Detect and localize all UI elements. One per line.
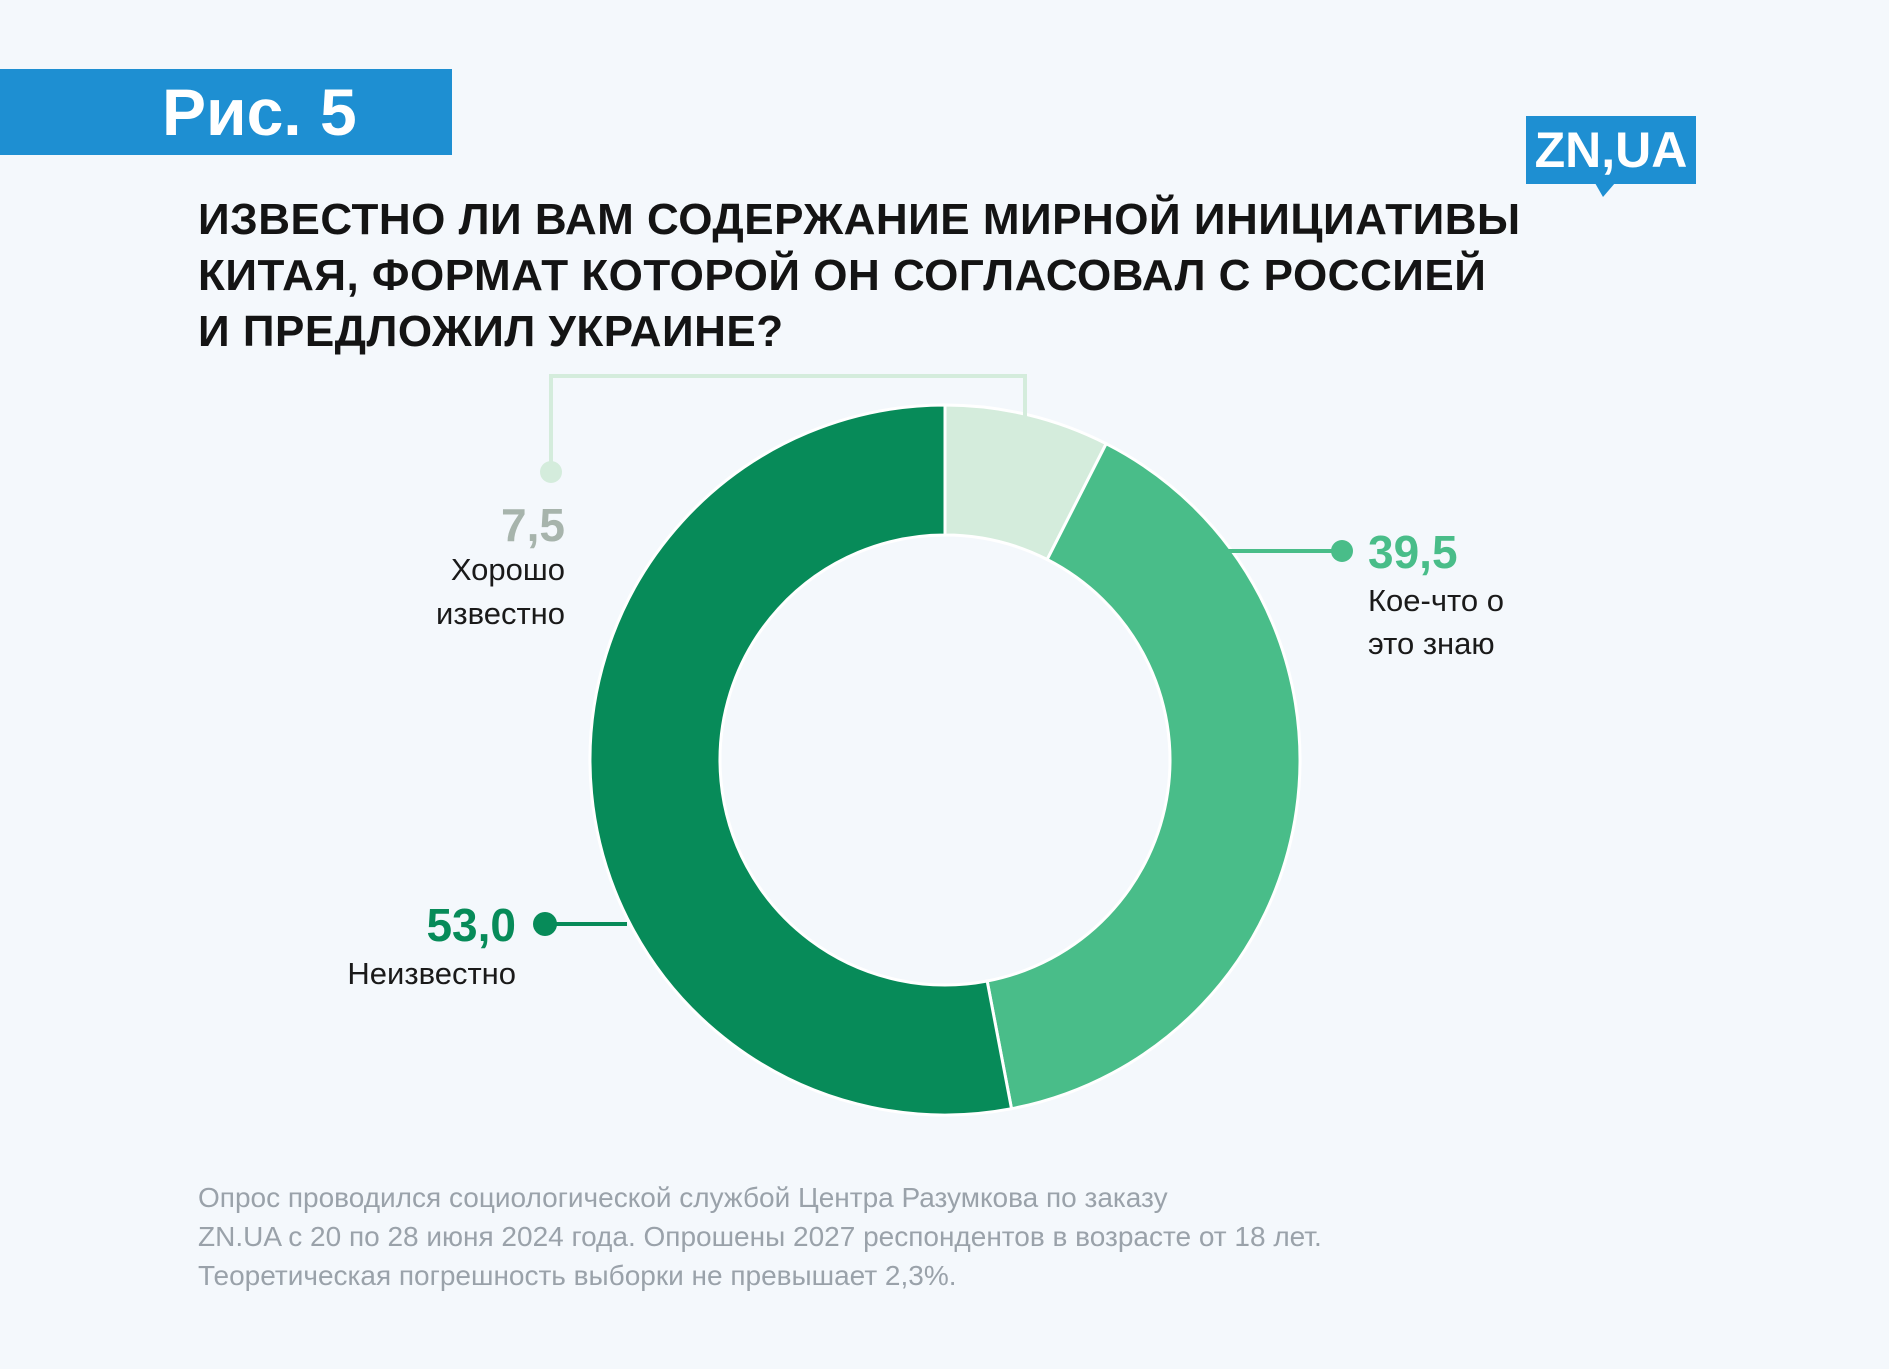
leader-dot-0 bbox=[540, 461, 562, 483]
figure-label: Рис. 5 bbox=[0, 69, 452, 155]
category-label-0-line2: известно bbox=[436, 596, 565, 631]
category-label-1-line1: Кое-что о bbox=[1368, 583, 1504, 618]
chart-title: ИЗВЕСТНО ЛИ ВАМ СОДЕРЖАНИЕ МИРНОЙ ИНИЦИА… bbox=[198, 195, 1521, 356]
callout-slice-1: 39,5 Кое-что о это знаю bbox=[1228, 526, 1504, 661]
leader-line-0 bbox=[549, 374, 1027, 472]
donut-slice-1 bbox=[985, 441, 1302, 1111]
category-label-0-line1: Хорошо bbox=[451, 552, 565, 587]
brand-logo: ZN,UA bbox=[1526, 116, 1696, 184]
leader-dot-1 bbox=[1331, 540, 1353, 562]
callout-slice-2: 53,0 Неизвестно bbox=[347, 899, 627, 991]
logo-speech-tail bbox=[1595, 183, 1615, 197]
survey-footnote: Опрос проводился социологической службой… bbox=[198, 1182, 1322, 1291]
value-label-0: 7,5 bbox=[501, 499, 565, 551]
category-label-2-line1: Неизвестно bbox=[347, 956, 516, 991]
value-label-2: 53,0 bbox=[426, 899, 516, 951]
donut-slices bbox=[588, 403, 1302, 1117]
category-label-1-line2: это знаю bbox=[1368, 626, 1495, 661]
callout-slice-0: 7,5 Хорошо известно bbox=[436, 374, 1027, 631]
donut-slice-2 bbox=[588, 403, 1014, 1117]
value-label-1: 39,5 bbox=[1368, 526, 1458, 578]
leader-dot-2 bbox=[533, 912, 557, 936]
